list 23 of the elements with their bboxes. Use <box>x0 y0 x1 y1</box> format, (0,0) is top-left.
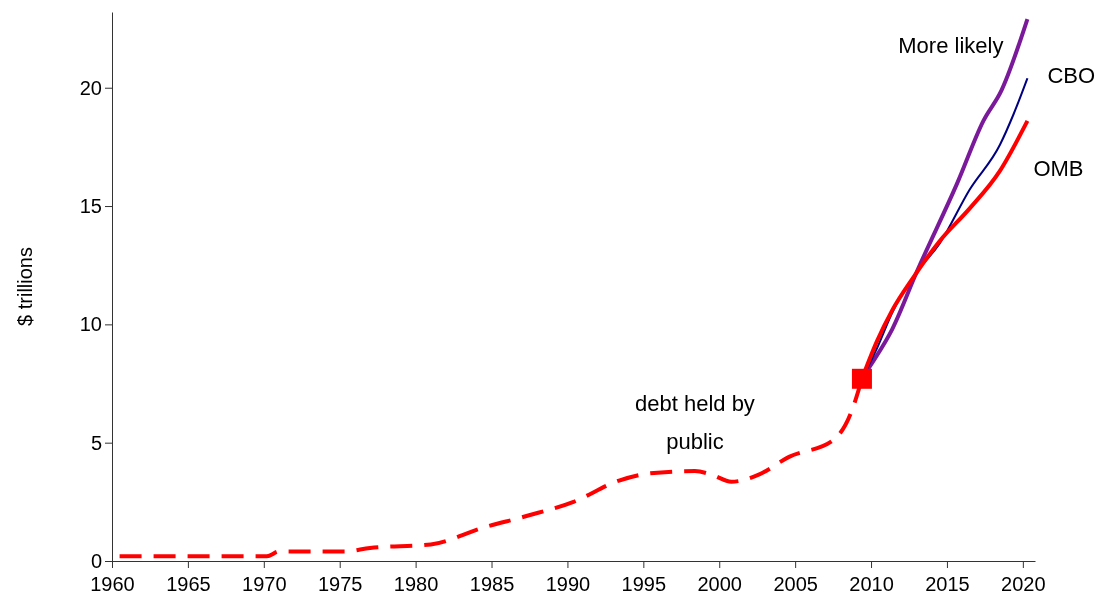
x-tick-label: 1990 <box>545 573 591 595</box>
series-label: More likely <box>898 33 1004 59</box>
x-tick-label: 2015 <box>925 573 970 595</box>
x-tick-label: 1995 <box>621 573 667 595</box>
y-axis-title: $ trillions <box>14 247 36 326</box>
x-tick-label: 2010 <box>849 573 894 595</box>
series-label: CBO <box>1047 63 1096 89</box>
x-tick-label: 2005 <box>773 573 818 595</box>
x-tick-label: 1975 <box>317 573 363 595</box>
x-tick-label: 1965 <box>166 573 211 595</box>
series-label: OMB <box>1033 155 1084 181</box>
x-tick-label: 1980 <box>393 573 439 595</box>
y-tick-label: 15 <box>79 194 102 217</box>
y-tick-label: 5 <box>90 431 102 454</box>
x-tick-label: 1970 <box>242 573 287 595</box>
y-tick-label: 0 <box>90 549 102 572</box>
y-tick-label: 10 <box>79 313 102 336</box>
x-tick-label: 1960 <box>90 573 135 595</box>
x-tick-label: 2000 <box>697 573 742 595</box>
x-tick-label: 2020 <box>1001 573 1046 595</box>
series-label: debt held by public <box>635 391 755 455</box>
y-tick-label: 20 <box>79 76 102 99</box>
x-tick-label: 1985 <box>469 573 515 595</box>
